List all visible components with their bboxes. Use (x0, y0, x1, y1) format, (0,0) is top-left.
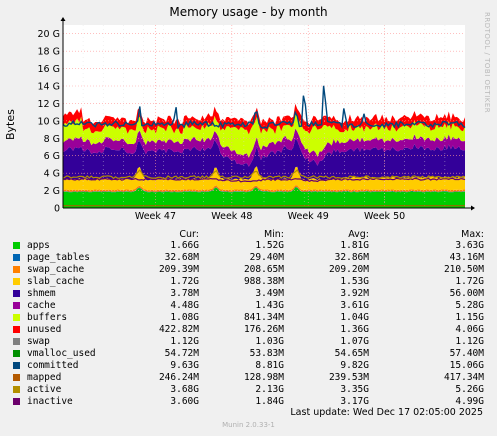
y-tick-label: 16 G (38, 64, 60, 75)
area-slab-cache (63, 166, 465, 191)
y-tick-label: 8 G (44, 134, 60, 145)
y-tick-label: 10 G (38, 116, 60, 127)
x-tick-label: Week 50 (364, 211, 405, 222)
y-tick-label: 4 G (44, 169, 60, 180)
line-inactive (62, 177, 466, 183)
last-update-text: Last update: Wed Dec 17 02:05:00 2025 (290, 407, 483, 418)
area-swap (63, 103, 465, 135)
munin-version: Munin 2.0.33-1 (222, 421, 275, 429)
area-page-tables (63, 187, 465, 193)
area-buffers (63, 128, 465, 167)
y-tick-label: 18 G (38, 47, 60, 58)
x-axis-arrow (471, 205, 475, 211)
y-tick-label: 14 G (38, 82, 60, 93)
rrdtool-watermark: RRDTOOL / TOBI OETIKER (483, 12, 491, 114)
x-tick-label: Week 47 (135, 211, 176, 222)
x-tick-label: Week 48 (211, 211, 252, 222)
chart-title: Memory usage - by month (169, 5, 328, 19)
y-tick-label: 2 G (44, 186, 60, 197)
y-tick-label: 20 G (38, 29, 60, 40)
area-swap-cache (63, 185, 465, 192)
y-axis-arrow (60, 17, 66, 21)
line-active (62, 169, 466, 180)
area-unused (63, 113, 465, 158)
y-tick-label: 6 G (44, 151, 60, 162)
x-tick-label: Week 49 (288, 211, 329, 222)
y-tick-label: 0 (54, 204, 60, 215)
line-committed (62, 85, 466, 130)
y-tick-label: 12 G (38, 99, 60, 110)
